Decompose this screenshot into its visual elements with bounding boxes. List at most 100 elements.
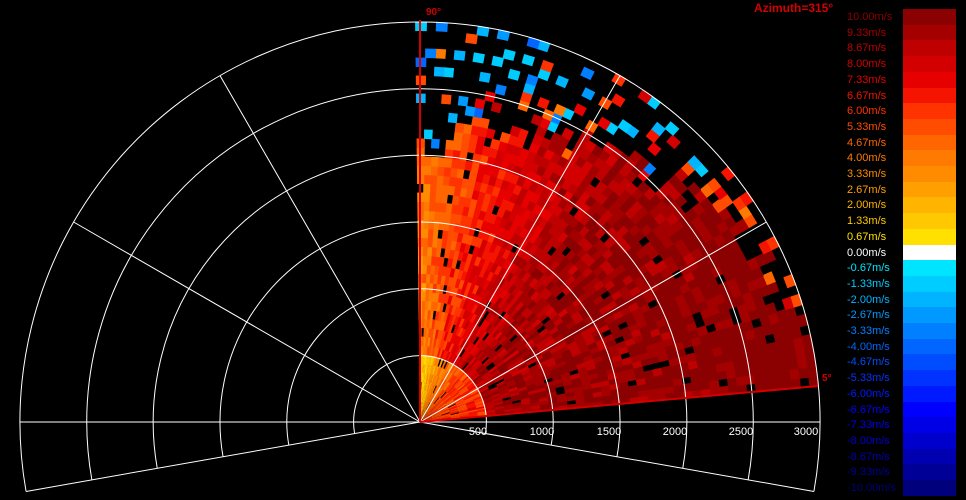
velocity-cell <box>572 352 584 362</box>
velocity-cell <box>687 155 702 170</box>
velocity-cell <box>456 383 466 391</box>
velocity-cell <box>435 400 444 408</box>
velocity-cell <box>512 213 523 226</box>
velocity-cell <box>493 330 503 341</box>
velocity-cell <box>498 364 508 373</box>
velocity-cell <box>472 314 480 325</box>
velocity-cell <box>789 367 800 380</box>
velocity-cell <box>644 275 657 288</box>
velocity-cell <box>462 351 470 361</box>
velocity-cell <box>687 359 699 370</box>
velocity-cell <box>438 256 445 267</box>
range-label-500: 500 <box>469 426 487 438</box>
velocity-cell <box>468 412 478 416</box>
velocity-cell <box>553 381 565 389</box>
velocity-cell <box>464 396 474 402</box>
velocity-cell <box>720 343 732 355</box>
velocity-cell <box>447 185 456 196</box>
velocity-cell <box>436 377 443 387</box>
velocity-cell <box>476 408 487 413</box>
velocity-cell <box>459 328 467 338</box>
velocity-cell <box>763 380 775 392</box>
velocity-cell <box>753 325 765 339</box>
velocity-cell <box>441 393 450 401</box>
velocity-cell <box>583 183 596 196</box>
velocity-cell <box>441 392 449 400</box>
velocity-cell <box>429 364 434 375</box>
velocity-cell <box>428 355 432 365</box>
velocity-cell <box>537 228 549 240</box>
velocity-cell <box>484 359 493 368</box>
velocity-cell <box>478 267 487 278</box>
velocity-cell <box>595 337 607 347</box>
velocity-cell <box>582 353 594 363</box>
velocity-cell <box>552 216 564 229</box>
velocity-cell <box>525 200 537 212</box>
velocity-cell <box>450 314 457 325</box>
velocity-cell <box>619 326 632 336</box>
colorbar-swatch <box>903 307 956 324</box>
velocity-cell <box>505 250 516 262</box>
colorbar-swatch <box>903 323 956 340</box>
velocity-cell <box>511 336 521 345</box>
colorbar-label: 9.33m/s <box>847 26 887 39</box>
velocity-cell <box>478 367 488 376</box>
velocity-cell <box>434 256 441 267</box>
velocity-cell <box>486 302 495 313</box>
velocity-cell <box>441 412 451 417</box>
velocity-cell <box>468 322 476 333</box>
velocity-cell <box>430 374 435 384</box>
colorbar-swatch <box>903 260 956 277</box>
velocity-cell <box>426 391 431 402</box>
velocity-cell <box>432 417 443 420</box>
velocity-cell <box>475 379 485 387</box>
velocity-cell <box>561 190 574 203</box>
velocity-cell <box>489 315 499 326</box>
velocity-cell <box>519 281 530 293</box>
velocity-cell <box>584 255 596 268</box>
velocity-cell <box>603 294 615 306</box>
velocity-cell <box>562 379 573 387</box>
colorbar-swatch <box>903 150 956 167</box>
velocity-cell <box>485 347 495 357</box>
velocity-cell <box>422 237 428 248</box>
velocity-cell <box>523 296 534 308</box>
velocity-cell <box>465 33 478 45</box>
velocity-cell <box>438 378 445 388</box>
velocity-cell <box>474 295 483 306</box>
velocity-cell <box>529 330 540 340</box>
velocity-cell <box>571 268 583 280</box>
velocity-cell <box>467 311 475 322</box>
velocity-cell <box>432 415 442 419</box>
velocity-cell <box>492 317 502 328</box>
velocity-cell <box>428 364 432 374</box>
velocity-cell <box>471 293 479 305</box>
velocity-cell <box>581 87 596 101</box>
velocity-cell <box>551 193 563 207</box>
velocity-cell <box>520 332 530 342</box>
velocity-cell <box>526 211 538 223</box>
velocity-cell <box>449 364 457 374</box>
velocity-cell <box>557 231 569 243</box>
velocity-cell <box>543 353 554 362</box>
velocity-cell <box>521 400 531 405</box>
velocity-cell <box>437 377 444 387</box>
velocity-cell <box>522 261 533 273</box>
velocity-cell <box>452 365 460 375</box>
velocity-cell <box>476 339 485 349</box>
velocity-cell <box>434 398 443 407</box>
velocity-cell <box>428 192 436 203</box>
velocity-cell <box>446 341 452 352</box>
velocity-cell <box>464 378 474 387</box>
velocity-cell <box>550 249 562 261</box>
velocity-cell <box>423 400 427 410</box>
velocity-cell <box>485 405 496 410</box>
velocity-cell <box>477 410 487 414</box>
velocity-cell <box>486 409 496 413</box>
velocity-cell <box>422 219 429 230</box>
colorbar-swatch <box>903 71 956 88</box>
velocity-cell <box>422 411 429 419</box>
velocity-cell <box>457 404 467 410</box>
velocity-cell <box>628 384 639 393</box>
beam-edges <box>419 20 819 423</box>
